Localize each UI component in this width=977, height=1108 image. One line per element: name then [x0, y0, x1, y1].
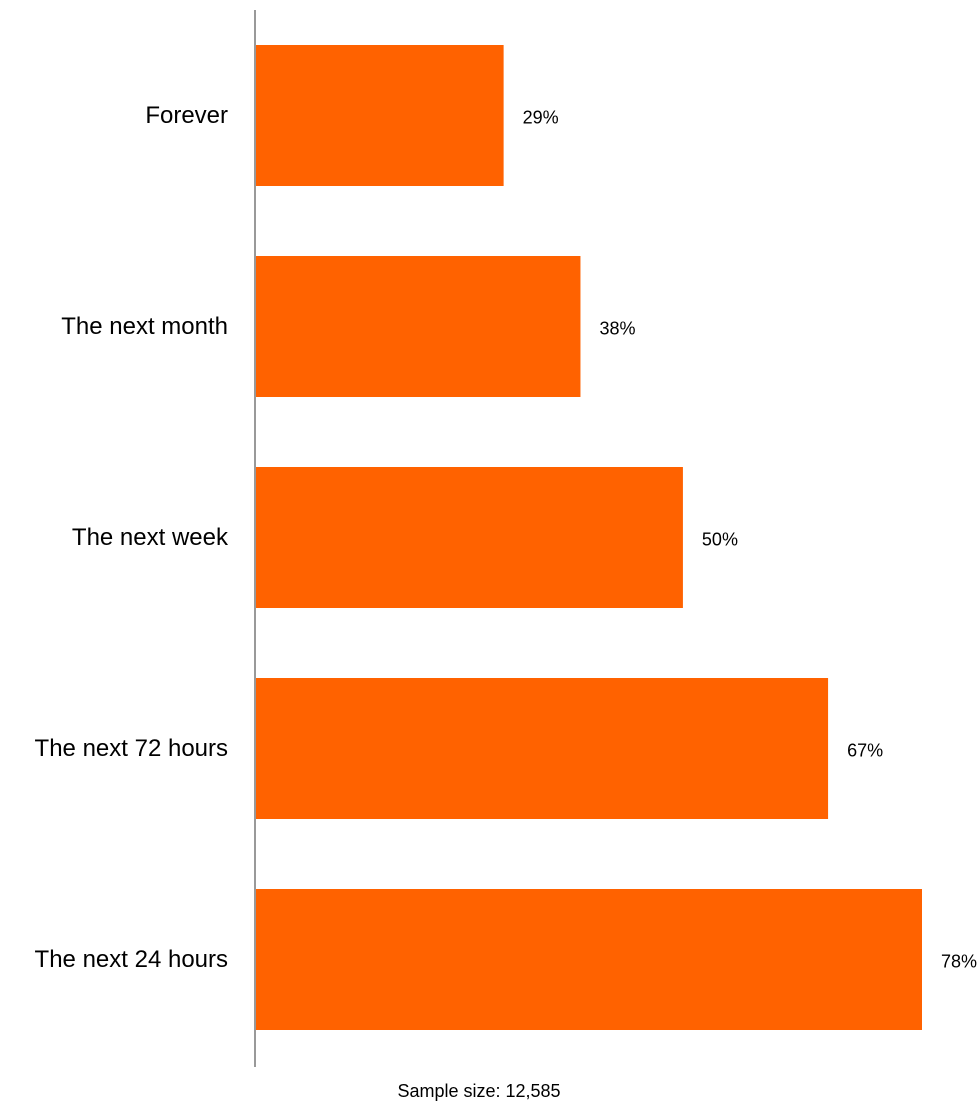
value-label-4: 78%	[941, 952, 977, 972]
category-label-4: The next 24 hours	[35, 946, 228, 973]
sample-size-note: Sample size: 12,585	[397, 1081, 560, 1101]
bar-3	[256, 678, 829, 819]
category-label-0: Forever	[145, 102, 228, 129]
value-label-1: 38%	[599, 319, 635, 339]
category-label-2: The next week	[72, 524, 229, 551]
bar-2	[256, 467, 683, 608]
value-label-0: 29%	[523, 108, 559, 128]
bar-1	[256, 256, 581, 397]
bars-group	[256, 45, 922, 1030]
value-labels-group: 29% 38% 50% 67% 78%	[523, 108, 977, 972]
category-label-3: The next 72 hours	[35, 735, 228, 762]
bar-4	[256, 889, 922, 1030]
bar-0	[256, 45, 504, 186]
category-labels-group: Forever The next month The next week The ne…	[35, 102, 229, 973]
value-label-3: 67%	[847, 741, 883, 761]
category-label-1: The next month	[61, 313, 228, 340]
value-label-2: 50%	[702, 530, 738, 550]
